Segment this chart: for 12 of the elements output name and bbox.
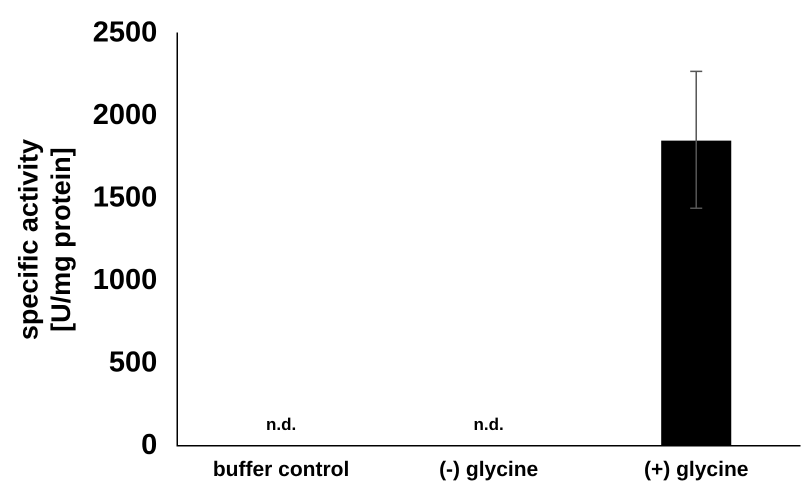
y-tick-label: 2500: [92, 16, 158, 48]
y-tick-label: 0: [141, 428, 158, 461]
y-axis-title: specific activity [U/mg protein]: [14, 139, 76, 340]
x-tick-label: (-) glycine: [439, 458, 538, 482]
text: n.d.: [474, 414, 504, 434]
x-tick-label: (+) glycine: [644, 458, 748, 482]
y-tick-label: 500: [108, 346, 158, 378]
text: n.d.: [266, 414, 296, 434]
y-tick-label: 1500: [92, 181, 158, 214]
y-tick-label: 1000: [92, 264, 158, 296]
y-tick-label: 2000: [92, 98, 158, 131]
x-tick-label: buffer control: [212, 458, 350, 482]
